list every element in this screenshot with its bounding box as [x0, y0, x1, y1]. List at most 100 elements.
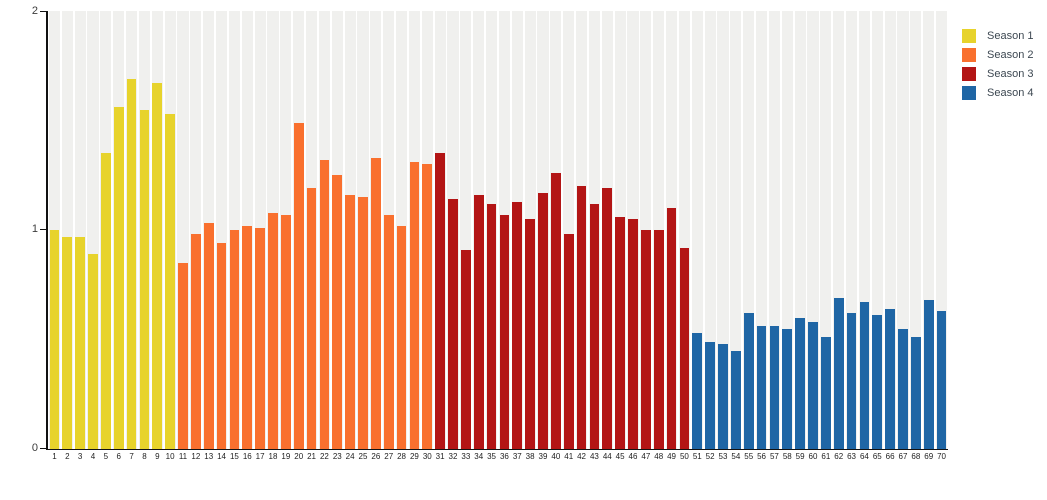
legend-item-season-1[interactable]: Season 1 [962, 29, 1033, 43]
x-axis-label: 23 [332, 452, 342, 461]
bar-12[interactable] [191, 234, 201, 449]
bar-54[interactable] [731, 350, 741, 449]
bar-66[interactable] [885, 308, 895, 449]
bar-5[interactable] [101, 153, 111, 449]
bar-46[interactable] [628, 219, 638, 449]
bar-35[interactable] [486, 203, 497, 449]
bar-9[interactable] [152, 83, 163, 449]
bar-15[interactable] [229, 230, 240, 449]
bar-16[interactable] [242, 225, 253, 449]
bar-2[interactable] [62, 236, 73, 449]
bar-25[interactable] [358, 197, 368, 449]
bar-51[interactable] [692, 332, 703, 449]
bar-67[interactable] [898, 328, 908, 449]
bar-30[interactable] [422, 164, 433, 449]
bar-61[interactable] [821, 337, 831, 449]
bar-44[interactable] [602, 188, 613, 449]
bar-57[interactable] [769, 326, 780, 449]
x-axis-label: 66 [885, 452, 895, 461]
bar-36[interactable] [499, 214, 510, 449]
bar-8[interactable] [139, 109, 150, 449]
background-stripe [678, 11, 690, 449]
bar-32[interactable] [448, 199, 458, 449]
bar-43[interactable] [589, 203, 600, 449]
bar-52[interactable] [705, 341, 715, 449]
background-stripe [563, 11, 575, 449]
bar-4[interactable] [88, 254, 98, 449]
x-axis-label: 53 [718, 452, 728, 461]
x-axis-label: 60 [808, 452, 818, 461]
bar-19[interactable] [281, 214, 291, 449]
background-stripe [730, 11, 742, 449]
bar-1[interactable] [49, 230, 60, 449]
bar-59[interactable] [795, 317, 805, 449]
bar-65[interactable] [872, 315, 883, 449]
bar-68[interactable] [911, 337, 921, 449]
background-stripe [717, 11, 729, 449]
legend-item-season-2[interactable]: Season 2 [962, 48, 1033, 62]
bar-40[interactable] [551, 173, 561, 449]
bar-60[interactable] [808, 322, 818, 449]
bar-41[interactable] [563, 234, 574, 449]
bar-64[interactable] [859, 302, 870, 449]
bar-58[interactable] [782, 328, 793, 449]
bar-50[interactable] [679, 247, 690, 449]
x-axis-label: 46 [628, 452, 638, 461]
background-stripe [845, 11, 858, 449]
bar-23[interactable] [332, 175, 343, 449]
background-stripe [833, 11, 845, 449]
x-axis-label: 54 [731, 452, 741, 461]
legend-item-season-4[interactable]: Season 4 [962, 86, 1033, 100]
bar-28[interactable] [396, 225, 407, 449]
bar-69[interactable] [923, 300, 934, 449]
bar-63[interactable] [846, 313, 857, 449]
background-stripe [820, 11, 832, 449]
background-stripe [923, 11, 935, 449]
bar-70[interactable] [936, 311, 947, 449]
legend-item-season-3[interactable]: Season 3 [962, 67, 1033, 81]
x-axis-label: 36 [499, 452, 509, 461]
bar-17[interactable] [255, 227, 265, 449]
bar-34[interactable] [473, 195, 484, 449]
x-axis-label: 62 [834, 452, 844, 461]
bar-6[interactable] [113, 107, 124, 449]
x-axis-label: 13 [204, 452, 214, 461]
bar-56[interactable] [756, 326, 767, 449]
bar-14[interactable] [216, 243, 227, 449]
bar-53[interactable] [718, 343, 728, 449]
bar-18[interactable] [268, 212, 278, 449]
bar-26[interactable] [371, 157, 381, 449]
bar-49[interactable] [666, 208, 677, 449]
bar-3[interactable] [75, 236, 85, 449]
x-axis-label: 50 [679, 452, 689, 461]
x-axis-label: 37 [512, 452, 522, 461]
bar-21[interactable] [306, 188, 317, 449]
bar-45[interactable] [615, 216, 625, 449]
bar-20[interactable] [293, 122, 304, 449]
legend-swatch-icon [962, 29, 976, 43]
x-axis-label: 44 [602, 452, 612, 461]
bar-39[interactable] [538, 192, 548, 449]
bar-11[interactable] [178, 262, 188, 449]
bar-42[interactable] [576, 186, 587, 449]
bar-22[interactable] [319, 159, 330, 449]
x-axis-label: 42 [577, 452, 586, 461]
bar-27[interactable] [383, 214, 394, 449]
bar-55[interactable] [743, 313, 754, 449]
bar-33[interactable] [461, 249, 471, 449]
bar-7[interactable] [126, 78, 137, 449]
y-axis-line [46, 11, 48, 450]
bar-10[interactable] [165, 113, 175, 449]
bar-47[interactable] [641, 230, 651, 449]
x-axis-label: 55 [744, 452, 754, 461]
bar-31[interactable] [435, 153, 445, 449]
bar-37[interactable] [512, 201, 523, 449]
bar-13[interactable] [203, 223, 214, 449]
x-axis-label: 6 [116, 452, 121, 461]
bar-62[interactable] [833, 297, 844, 449]
x-axis-label: 27 [384, 452, 394, 461]
bar-48[interactable] [653, 230, 664, 449]
bar-38[interactable] [525, 219, 535, 449]
bar-29[interactable] [409, 162, 420, 449]
bar-24[interactable] [345, 195, 355, 449]
